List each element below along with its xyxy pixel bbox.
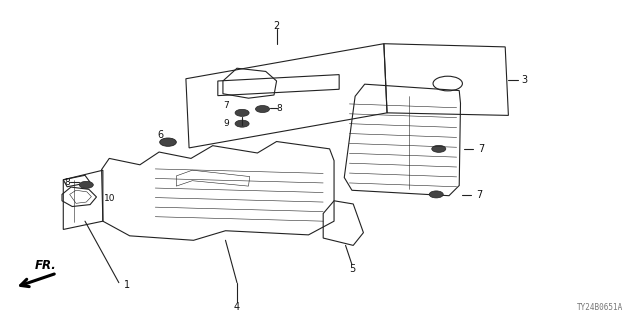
Text: 8: 8 [64,178,70,187]
Circle shape [160,138,176,146]
Circle shape [79,181,93,188]
Text: 6: 6 [157,130,163,140]
Text: 4: 4 [234,302,240,312]
Text: TY24B0651A: TY24B0651A [577,303,623,312]
Circle shape [429,191,444,198]
Text: 7: 7 [476,190,482,200]
Text: 3: 3 [522,75,527,85]
Text: 1: 1 [124,280,130,290]
Text: 9: 9 [223,119,229,128]
Text: 2: 2 [273,21,280,31]
Text: 10: 10 [104,194,115,203]
Circle shape [235,109,249,116]
Text: FR.: FR. [35,259,56,271]
Circle shape [235,120,249,127]
Text: 7: 7 [478,144,484,154]
Text: 8: 8 [276,104,282,113]
Circle shape [255,106,269,113]
Text: 7: 7 [223,101,229,110]
Text: 5: 5 [349,264,355,274]
Circle shape [432,145,446,152]
